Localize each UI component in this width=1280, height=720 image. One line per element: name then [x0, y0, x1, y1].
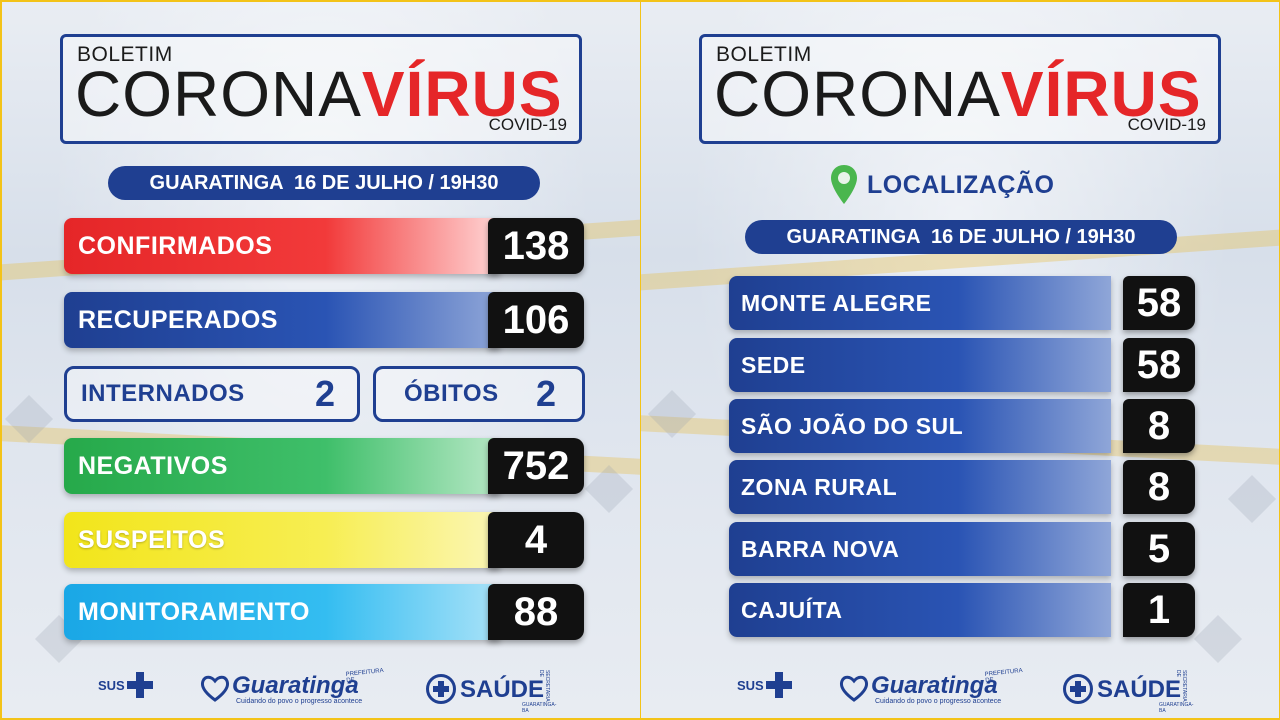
- location-row-barra-nova: BARRA NOVA 5: [729, 522, 1195, 576]
- sus-logo: SUS: [737, 672, 792, 698]
- saude-city: GUARATINGA-BA: [522, 702, 557, 714]
- coronavirus-title: CORONAVÍRUS: [75, 57, 563, 131]
- footer-logos: SUS PREFEITURA DE Guaratinga Cuidando do…: [641, 666, 1279, 714]
- virus-text: VÍRUS: [1000, 58, 1202, 130]
- location-value: 1: [1123, 583, 1195, 637]
- location-heading: LOCALIZAÇÃO: [829, 164, 1054, 206]
- bulletin-title-box: BOLETIM CORONAVÍRUS COVID-19: [699, 34, 1221, 144]
- internados-label: INTERNADOS: [81, 380, 245, 407]
- stat-label: MONITORAMENTO: [64, 584, 500, 640]
- location-row-cajuita: CAJUÍTA 1: [729, 583, 1195, 637]
- stat-value: 138: [488, 218, 584, 274]
- saude-secretaria: SECRETARIA DE: [538, 670, 550, 702]
- location-label: BARRA NOVA: [729, 522, 1111, 576]
- location-label: MONTE ALEGRE: [729, 276, 1111, 330]
- stat-value: 752: [488, 438, 584, 494]
- stat-row-suspeitos: SUSPEITOS 4: [64, 512, 584, 568]
- left-panel: BOLETIM CORONAVÍRUS COVID-19 GUARATINGA …: [2, 2, 640, 718]
- stat-value: 4: [488, 512, 584, 568]
- corona-text: CORONA: [75, 58, 362, 130]
- location-row-monte-alegre: MONTE ALEGRE 58: [729, 276, 1195, 330]
- plus-icon: [126, 672, 153, 698]
- location-label: SEDE: [729, 338, 1111, 392]
- plus-icon: [765, 672, 792, 698]
- footer-logos: SUS PREFEITURA DE Guaratinga Cuidando do…: [2, 666, 640, 714]
- obitos-label: ÓBITOS: [404, 380, 499, 407]
- location-title: LOCALIZAÇÃO: [867, 170, 1055, 199]
- obitos-value: 2: [535, 373, 556, 414]
- stat-label: CONFIRMADOS: [64, 218, 500, 274]
- coronavirus-title: CORONAVÍRUS: [714, 57, 1202, 131]
- corona-text: CORONA: [714, 58, 1001, 130]
- stat-label: NEGATIVOS: [64, 438, 500, 494]
- health-cross-icon: [426, 674, 456, 704]
- location-value: 58: [1123, 276, 1195, 330]
- saude-logo: SAÚDE SECRETARIA DE GUARATINGA-BA: [1063, 670, 1193, 714]
- location-label: CAJUÍTA: [729, 583, 1111, 637]
- date-pill: GUARATINGA 16 DE JULHO / 19H30: [108, 166, 540, 200]
- stat-value: 106: [488, 292, 584, 348]
- stat-row-recuperados: RECUPERADOS 106: [64, 292, 584, 348]
- obitos-box: ÓBITOS 2: [373, 366, 585, 422]
- prefeitura-slogan: Cuidando do povo o progresso acontece: [875, 698, 1002, 705]
- saude-logo: SAÚDE SECRETARIA DE GUARATINGA-BA: [426, 670, 556, 714]
- stat-label: SUSPEITOS: [64, 512, 500, 568]
- location-label: SÃO JOÃO DO SUL: [729, 399, 1111, 453]
- saude-secretaria: SECRETARIA DE: [1175, 670, 1187, 702]
- saude-city: GUARATINGA-BA: [1159, 702, 1194, 714]
- virus-text: VÍRUS: [361, 58, 563, 130]
- internados-box: INTERNADOS 2: [64, 366, 360, 422]
- map-pin-icon: [831, 165, 857, 204]
- location-row-sede: SEDE 58: [729, 338, 1195, 392]
- sus-text: SUS: [98, 677, 125, 693]
- prefeitura-logo: PREFEITURA DE Guaratinga Cuidando do pov…: [839, 668, 1023, 708]
- prefeitura-logo: PREFEITURA DE Guaratinga Cuidando do pov…: [200, 668, 384, 708]
- health-cross-icon: [1063, 674, 1093, 704]
- bulletin-label: BOLETIM: [716, 43, 812, 66]
- location-label: ZONA RURAL: [729, 460, 1111, 514]
- location-value: 58: [1123, 338, 1195, 392]
- stat-row-confirmados: CONFIRMADOS 138: [64, 218, 584, 274]
- location-row-sao-joao-do-sul: SÃO JOÃO DO SUL 8: [729, 399, 1195, 453]
- saude-name: SAÚDE: [460, 676, 545, 703]
- covid-label: COVID-19: [1127, 115, 1206, 134]
- stat-value: 88: [488, 584, 584, 640]
- heart-icon: [839, 675, 869, 702]
- bulletin-title-box: BOLETIM CORONAVÍRUS COVID-19: [60, 34, 582, 144]
- internados-value: 2: [314, 373, 335, 414]
- date-pill: GUARATINGA 16 DE JULHO / 19H30: [745, 220, 1177, 254]
- stat-label: RECUPERADOS: [64, 292, 500, 348]
- location-value: 8: [1123, 460, 1195, 514]
- bulletin-label: BOLETIM: [77, 43, 173, 66]
- prefeitura-slogan: Cuidando do povo o progresso acontece: [236, 698, 363, 705]
- prefeitura-name: Guaratinga: [232, 672, 359, 699]
- saude-name: SAÚDE: [1097, 676, 1182, 703]
- location-value: 8: [1123, 399, 1195, 453]
- sus-text: SUS: [737, 677, 764, 693]
- heart-icon: [200, 675, 230, 702]
- right-panel: BOLETIM CORONAVÍRUS COVID-19 LOCALIZAÇÃO…: [641, 2, 1279, 718]
- location-value: 5: [1123, 522, 1195, 576]
- location-row-zona-rural: ZONA RURAL 8: [729, 460, 1195, 514]
- stat-row-monitoramento: MONITORAMENTO 88: [64, 584, 584, 640]
- sus-logo: SUS: [98, 672, 153, 698]
- prefeitura-name: Guaratinga: [871, 672, 998, 699]
- covid-label: COVID-19: [488, 115, 567, 134]
- stat-row-negativos: NEGATIVOS 752: [64, 438, 584, 494]
